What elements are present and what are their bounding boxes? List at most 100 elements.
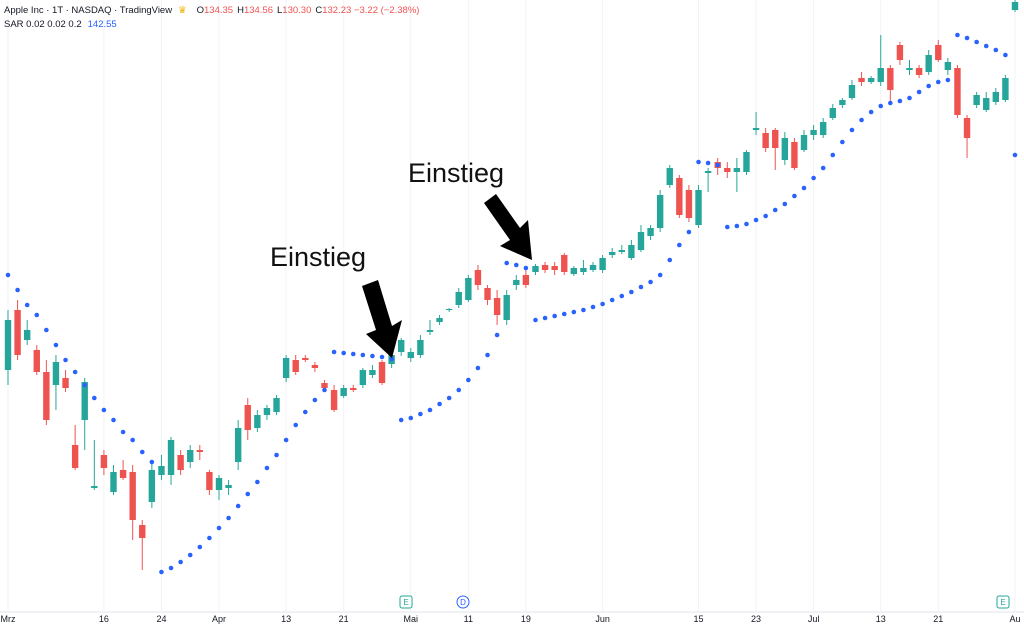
indicator-value: 142.55 [87,19,117,30]
sar-dot [159,569,164,575]
x-tick-label: 19 [521,614,531,624]
candle-body [522,275,530,285]
candle-body [455,292,462,305]
event-badge [456,595,470,609]
candle-body [196,450,204,452]
sar-dot [724,224,730,230]
sar-dot [475,365,481,371]
candle-body [100,455,108,468]
candle-body [858,78,865,82]
sar-dot [782,201,788,207]
candle-body [417,340,424,355]
sar-dot [245,491,251,497]
sar-dot [619,293,625,299]
x-tick-label: 13 [281,614,291,624]
sar-dot [360,352,366,358]
candle-body [225,485,232,488]
sar-dot [983,43,989,49]
event-label: E [1000,598,1005,607]
sar-dot [916,89,922,95]
candle-body [685,190,693,218]
sar-dot [533,317,538,323]
ohlc-value: 134.56 [243,5,273,16]
candle-body [321,383,328,388]
candle-body [148,470,156,502]
candle-body [350,388,357,390]
sar-dot [293,422,299,428]
x-tick-label: Jul [808,614,820,624]
candle-body [359,370,367,385]
x-tick-label: Mrz [1,614,16,624]
candle-body [167,440,175,475]
sar-dot [111,417,116,423]
candle-body [177,455,184,470]
candle-body [954,68,961,115]
candle-body [14,310,21,355]
candle-body [139,525,146,538]
candle-body [436,318,443,322]
candle-body [292,360,299,372]
sar-dot [945,77,951,83]
candle-body [52,362,60,385]
candle-body [695,190,702,225]
sar-dot [331,349,337,355]
header-row: Apple Inc · 1T · NASDAQ · TradingView ♛ O1… [4,4,419,18]
sar-dot [312,397,318,403]
candle-body [800,135,808,150]
candle-body [445,309,453,310]
sar-dot [648,279,653,285]
candle-body [992,92,1000,102]
candle-body [263,408,271,415]
sar-dot [322,387,327,393]
candle-body [762,133,769,148]
sar-dot [187,552,193,558]
sar-dot [389,356,394,362]
candle-body [704,171,712,173]
x-tick-label: Mai [404,614,419,624]
sar-dot [235,503,241,509]
x-tick-label: 11 [464,614,473,624]
sar-dot [350,351,356,357]
candle-body [609,252,616,255]
sar-dot [859,117,864,123]
sar-dot [830,152,836,158]
candle-body [4,320,12,370]
sar-dot [408,415,414,421]
sar-dot [1003,52,1008,58]
indicator-name: SAR 0.02 0.02 0.2 [4,19,82,30]
candle-body [810,130,817,135]
candle-body [580,268,587,272]
x-tick-label: 23 [751,614,761,624]
sar-dot [485,352,490,358]
candle-body [493,298,501,315]
arrow [484,194,532,260]
event-label: E [403,598,408,607]
sar-dot [811,175,816,181]
legend-header: Apple Inc · 1T · NASDAQ · TradingView ♛ O1… [4,4,419,32]
candle-body [618,250,625,252]
candle-body [724,168,731,172]
sar-dot [398,417,404,423]
candle-body [656,195,664,228]
x-tick-label: Au [1009,614,1020,624]
candle-body [925,55,932,72]
sar-dot [667,257,673,263]
sar-dot [283,437,289,443]
candle-body [599,258,606,270]
candle-body [43,372,50,420]
candle-body [484,288,491,300]
sar-dot [849,127,855,133]
sar-dot [24,302,30,308]
sar-dot [696,159,701,165]
sar-dot [868,109,874,115]
candle-body [666,168,673,185]
candle-body [944,62,952,70]
sar-dot [657,272,663,278]
indicator-row: SAR 0.02 0.02 0.2 142.55 [4,18,419,32]
sar-dot [820,165,826,171]
candle-body [474,270,482,285]
sar-dot [523,265,529,271]
